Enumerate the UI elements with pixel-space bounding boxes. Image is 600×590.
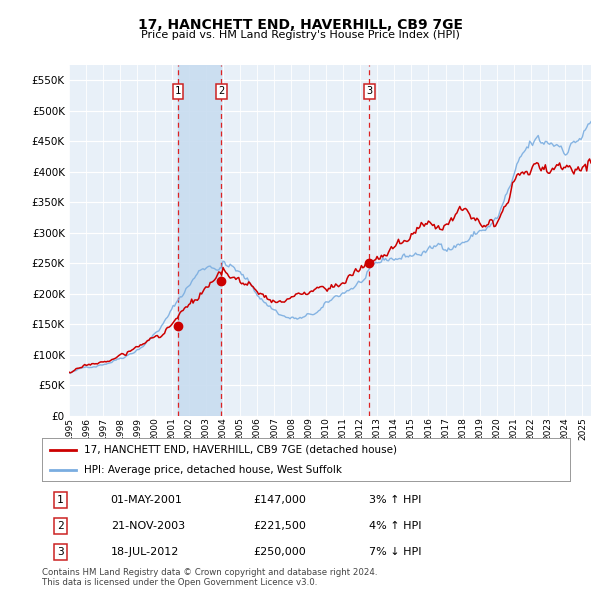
Text: 2: 2 xyxy=(218,86,224,96)
Text: 18-JUL-2012: 18-JUL-2012 xyxy=(110,548,179,558)
Text: 1: 1 xyxy=(57,495,64,504)
Text: 7% ↓ HPI: 7% ↓ HPI xyxy=(370,548,422,558)
Text: 4% ↑ HPI: 4% ↑ HPI xyxy=(370,521,422,531)
Text: Price paid vs. HM Land Registry's House Price Index (HPI): Price paid vs. HM Land Registry's House … xyxy=(140,30,460,40)
Text: £147,000: £147,000 xyxy=(253,495,306,504)
Text: 3: 3 xyxy=(366,86,373,96)
Text: £221,500: £221,500 xyxy=(253,521,306,531)
Text: 3: 3 xyxy=(57,548,64,558)
Text: 01-MAY-2001: 01-MAY-2001 xyxy=(110,495,182,504)
Text: 2: 2 xyxy=(57,521,64,531)
Text: 3% ↑ HPI: 3% ↑ HPI xyxy=(370,495,422,504)
Text: 17, HANCHETT END, HAVERHILL, CB9 7GE: 17, HANCHETT END, HAVERHILL, CB9 7GE xyxy=(137,18,463,32)
Bar xyxy=(178,65,221,416)
Text: 1: 1 xyxy=(175,86,181,96)
Text: Contains HM Land Registry data © Crown copyright and database right 2024.
This d: Contains HM Land Registry data © Crown c… xyxy=(42,568,377,587)
Text: HPI: Average price, detached house, West Suffolk: HPI: Average price, detached house, West… xyxy=(84,465,342,475)
Text: £250,000: £250,000 xyxy=(253,548,306,558)
Text: 17, HANCHETT END, HAVERHILL, CB9 7GE (detached house): 17, HANCHETT END, HAVERHILL, CB9 7GE (de… xyxy=(84,445,397,455)
Text: 21-NOV-2003: 21-NOV-2003 xyxy=(110,521,185,531)
